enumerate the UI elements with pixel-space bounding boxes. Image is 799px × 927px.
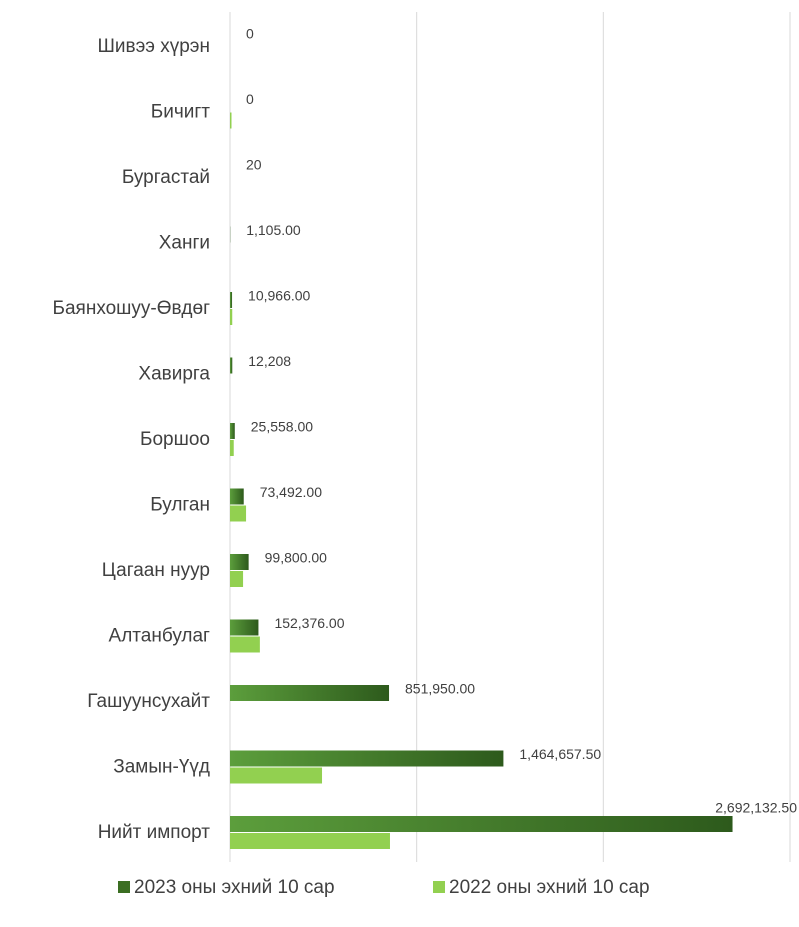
bar bbox=[230, 357, 233, 374]
category-label: Баянхошуу-Өвдөг bbox=[53, 298, 211, 319]
category-label: Гашуунсухайт bbox=[87, 691, 210, 712]
legend-swatch bbox=[118, 881, 130, 893]
value-label: 10,966.00 bbox=[248, 288, 310, 304]
bar bbox=[230, 554, 249, 570]
value-label: 0 bbox=[246, 91, 254, 107]
bar bbox=[230, 292, 233, 308]
bar bbox=[230, 488, 244, 505]
bar bbox=[230, 750, 504, 767]
bar bbox=[230, 309, 233, 325]
bar bbox=[230, 571, 244, 587]
category-label: Алтанбулаг bbox=[109, 626, 211, 647]
bar bbox=[230, 619, 259, 636]
value-label: 99,800.00 bbox=[265, 550, 327, 566]
value-label: 2,692,132.50 bbox=[715, 800, 797, 816]
value-label: 12,208 bbox=[248, 353, 291, 369]
bar bbox=[230, 423, 235, 439]
legend-label: 2022 оны эхний 10 сар bbox=[449, 877, 650, 898]
bar bbox=[230, 636, 260, 653]
bar bbox=[230, 112, 232, 129]
value-label: 73,492.00 bbox=[260, 484, 322, 500]
bar bbox=[230, 440, 234, 456]
category-label: Ханги bbox=[159, 233, 210, 254]
value-label: 25,558.00 bbox=[251, 419, 313, 435]
category-label: Цагаан нуур bbox=[102, 560, 210, 581]
bar bbox=[230, 505, 247, 522]
legend-swatch bbox=[433, 881, 445, 893]
value-label: 152,376.00 bbox=[274, 615, 344, 631]
value-label: 1,105.00 bbox=[246, 222, 301, 238]
value-label: 851,950.00 bbox=[405, 681, 475, 697]
category-label: Боршоо bbox=[140, 429, 210, 450]
value-label: 1,464,657.50 bbox=[519, 746, 601, 762]
category-label: Шивээ хүрэн bbox=[97, 36, 210, 57]
bar bbox=[230, 685, 390, 701]
bar bbox=[230, 767, 323, 784]
category-label: Хавирга bbox=[138, 364, 210, 385]
value-label: 0 bbox=[246, 26, 254, 42]
category-label: Бичигт bbox=[151, 102, 211, 123]
value-label: 20 bbox=[246, 157, 262, 173]
category-label: Бургастай bbox=[122, 167, 210, 188]
category-label: Замын-Үүд bbox=[113, 757, 210, 778]
category-label: Булган bbox=[150, 495, 210, 516]
legend-label: 2023 оны эхний 10 сар bbox=[134, 877, 335, 898]
bar bbox=[230, 816, 733, 832]
bar bbox=[230, 833, 390, 849]
category-label: Нийт импорт bbox=[98, 822, 211, 843]
